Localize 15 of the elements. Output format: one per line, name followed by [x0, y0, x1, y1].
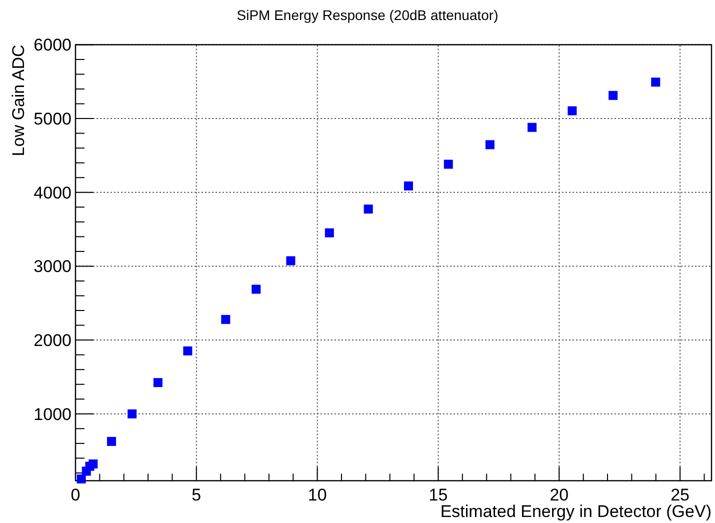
x-tick-label: 20: [550, 486, 569, 505]
y-tick-label: 4000: [34, 183, 72, 202]
x-tick-label: 25: [670, 486, 690, 505]
y-tick-label: 6000: [34, 36, 72, 55]
x-tick-label: 10: [308, 486, 327, 505]
y-tick-label: 2000: [34, 330, 72, 350]
y-tick-label: 3000: [34, 257, 72, 276]
x-tick-label: 15: [428, 486, 448, 505]
chart-title: SiPM Energy Response (20dB attenuator): [236, 7, 498, 23]
y-tick-label: 5000: [34, 109, 72, 128]
x-axis-title: Estimated Energy in Detector (GeV): [440, 502, 712, 521]
y-tick-label: 1000: [34, 404, 72, 424]
x-tick-label: 0: [70, 486, 80, 505]
y-axis-title: Low Gain ADC: [9, 44, 28, 156]
x-tick-label: 5: [192, 486, 202, 505]
